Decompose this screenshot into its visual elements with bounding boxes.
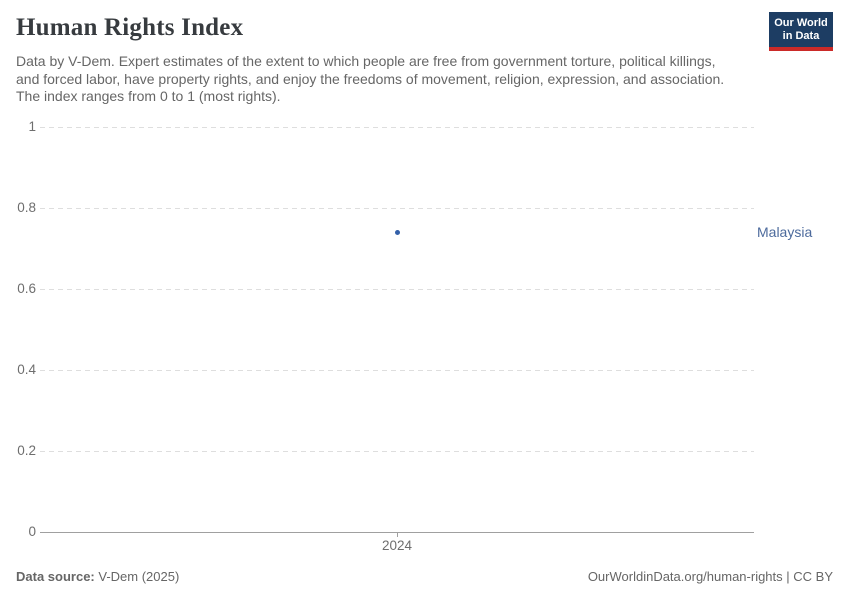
- chart-subtitle: Data by V-Dem. Expert estimates of the e…: [16, 53, 725, 104]
- y-tick-label: 1: [28, 119, 36, 134]
- owid-logo-text-line2: in Data: [782, 29, 820, 42]
- owid-logo-box: Our World in Data: [769, 12, 833, 47]
- y-gridline: [40, 289, 754, 290]
- entity-label[interactable]: Malaysia: [757, 224, 813, 241]
- owid-logo-text-line1: Our World: [774, 16, 828, 29]
- owid-logo[interactable]: Our World in Data: [769, 12, 833, 51]
- footer-attribution: OurWorldinData.org/human-rights | CC BY: [588, 569, 833, 584]
- y-gridline: [40, 370, 754, 371]
- y-tick-label: 0.6: [17, 281, 36, 296]
- y-gridline: [40, 127, 754, 128]
- license-label[interactable]: | CC BY: [782, 569, 833, 584]
- y-tick-label: 0: [28, 524, 36, 539]
- y-tick-label: 0.8: [17, 200, 36, 215]
- y-tick-label: 0.2: [17, 443, 36, 458]
- page-title: Human Rights Index: [16, 14, 244, 41]
- data-point[interactable]: [394, 229, 400, 235]
- x-tick-mark: [397, 532, 398, 537]
- owid-logo-stripe: [769, 47, 833, 51]
- y-gridline: [40, 451, 754, 452]
- data-source-value: V-Dem (2025): [94, 569, 180, 584]
- data-source-note: Data source: V-Dem (2025): [16, 569, 179, 584]
- owid-url-link[interactable]: OurWorldinData.org/human-rights: [587, 569, 783, 584]
- x-tick-label: 2024: [381, 538, 413, 553]
- y-tick-label: 0.4: [17, 362, 36, 377]
- data-source-label: Data source:: [16, 569, 95, 584]
- y-gridline: [40, 208, 754, 209]
